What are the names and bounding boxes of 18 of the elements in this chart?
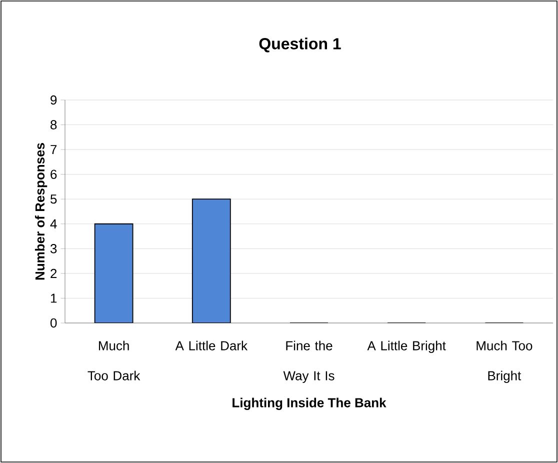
x-tick-label: A Little Dark	[175, 340, 248, 350]
y-tick-label: 5	[50, 194, 57, 204]
category-label: Fine the Way It Is	[283, 340, 334, 383]
y-tick-label: 6	[50, 170, 57, 179]
x-axis-title: Lighting Inside The Bank	[232, 398, 386, 410]
y-tick-label: 8	[50, 120, 57, 130]
x-tick-label: A Little Bright	[367, 340, 446, 353]
y-tick-label: 3	[50, 244, 57, 254]
y-tick-label: 0	[50, 318, 57, 328]
category-label: Much Too Dark	[88, 340, 140, 380]
y-tick-label: 4	[50, 219, 57, 228]
y-tick-label: 7	[50, 145, 57, 154]
y-axis-title: Number of Responses	[34, 143, 48, 280]
category-label: Much Too Bright	[476, 340, 532, 383]
chart-title: Question 1	[259, 38, 341, 52]
y-tick-label: 1	[50, 294, 57, 303]
y-tick-label: 9	[50, 95, 57, 105]
y-tick-label: 2	[50, 268, 57, 278]
